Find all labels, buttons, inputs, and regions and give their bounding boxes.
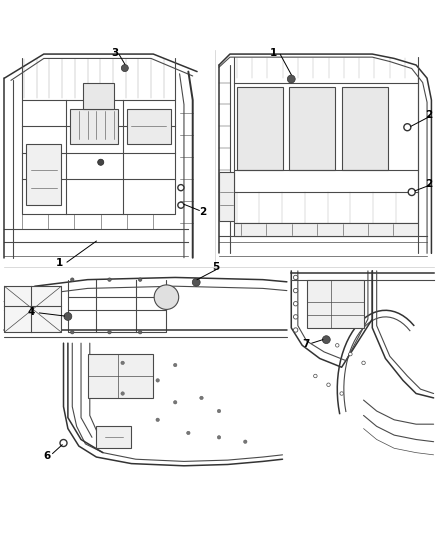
- Circle shape: [60, 440, 67, 447]
- Circle shape: [138, 278, 142, 281]
- Polygon shape: [342, 87, 388, 170]
- Text: 1: 1: [270, 48, 277, 58]
- Polygon shape: [289, 87, 335, 170]
- Circle shape: [187, 431, 190, 435]
- Circle shape: [121, 64, 128, 71]
- Circle shape: [293, 275, 298, 280]
- Polygon shape: [219, 172, 234, 221]
- Polygon shape: [83, 83, 114, 109]
- Circle shape: [121, 361, 124, 365]
- Text: 6: 6: [44, 451, 51, 461]
- Circle shape: [244, 440, 247, 443]
- Circle shape: [314, 374, 317, 378]
- Circle shape: [217, 435, 221, 439]
- Circle shape: [64, 312, 72, 320]
- Circle shape: [156, 418, 159, 422]
- Text: 7: 7: [302, 340, 309, 350]
- Text: 2: 2: [199, 207, 206, 217]
- Circle shape: [154, 285, 179, 310]
- Text: 1: 1: [56, 258, 63, 268]
- Polygon shape: [127, 109, 171, 144]
- Circle shape: [408, 189, 415, 196]
- Polygon shape: [234, 223, 418, 236]
- Text: 5: 5: [212, 262, 219, 272]
- Text: 4: 4: [28, 308, 35, 318]
- Circle shape: [293, 328, 298, 332]
- Polygon shape: [4, 286, 61, 332]
- Circle shape: [138, 330, 142, 334]
- Circle shape: [71, 278, 74, 281]
- Circle shape: [121, 392, 124, 395]
- Circle shape: [322, 336, 330, 344]
- Polygon shape: [26, 144, 61, 205]
- Circle shape: [178, 202, 184, 208]
- Polygon shape: [70, 109, 118, 144]
- Circle shape: [200, 396, 203, 400]
- Circle shape: [404, 124, 411, 131]
- Polygon shape: [307, 280, 364, 328]
- Circle shape: [293, 314, 298, 319]
- Circle shape: [178, 184, 184, 191]
- Circle shape: [327, 383, 330, 386]
- Polygon shape: [88, 354, 153, 398]
- Text: 2: 2: [425, 110, 433, 120]
- Circle shape: [217, 409, 221, 413]
- Circle shape: [71, 330, 74, 334]
- Circle shape: [108, 278, 111, 281]
- Circle shape: [287, 75, 295, 83]
- Polygon shape: [237, 87, 283, 170]
- Circle shape: [336, 344, 339, 347]
- Circle shape: [192, 278, 200, 286]
- Circle shape: [340, 392, 343, 395]
- Circle shape: [293, 302, 298, 306]
- Circle shape: [98, 159, 104, 165]
- Circle shape: [362, 361, 365, 365]
- Circle shape: [349, 352, 352, 356]
- Circle shape: [156, 378, 159, 382]
- Circle shape: [293, 288, 298, 293]
- Circle shape: [108, 330, 111, 334]
- Text: 3: 3: [111, 48, 118, 58]
- Polygon shape: [96, 426, 131, 448]
- Circle shape: [173, 364, 177, 367]
- Text: 2: 2: [425, 179, 433, 189]
- Circle shape: [173, 400, 177, 404]
